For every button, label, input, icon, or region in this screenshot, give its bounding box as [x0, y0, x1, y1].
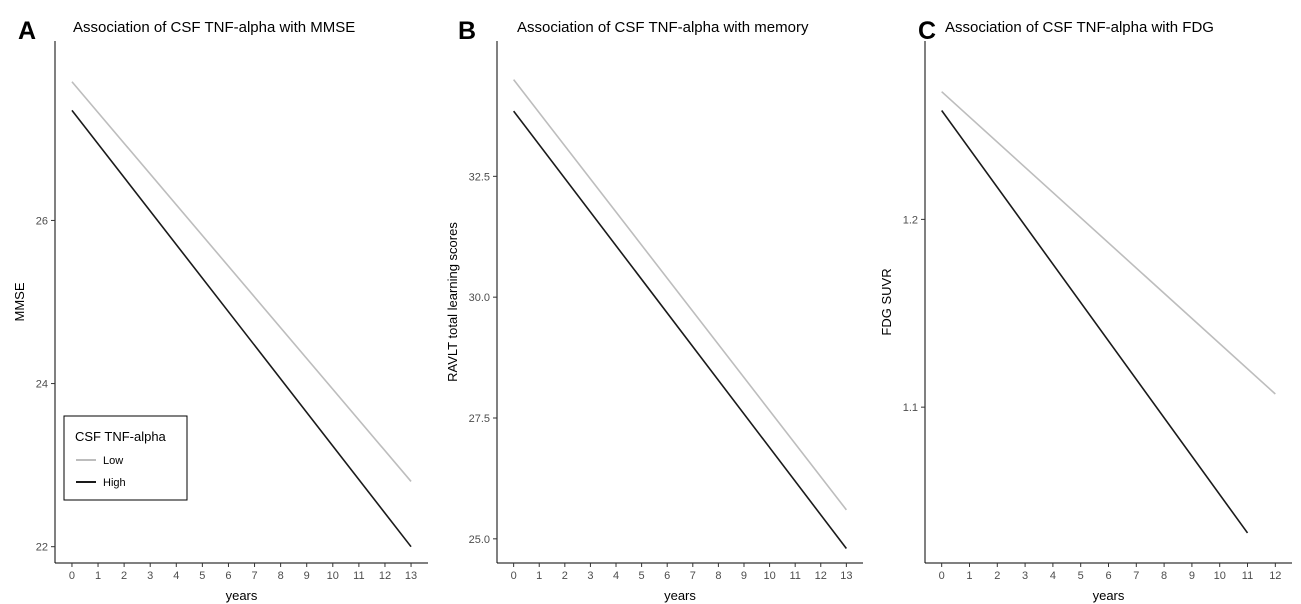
- y-axis-title: MMSE: [12, 282, 27, 321]
- x-tick-label: 9: [1189, 570, 1195, 582]
- x-tick-label: 8: [715, 570, 721, 582]
- x-tick-label: 7: [690, 570, 696, 582]
- x-tick-label: 1: [966, 570, 972, 582]
- series-line-high: [512, 110, 848, 549]
- x-tick-label: 8: [1161, 570, 1167, 582]
- legend: CSF TNF-alpha Low High: [63, 415, 188, 501]
- x-tick-label: 5: [199, 570, 205, 582]
- y-axis-title: FDG SUVR: [879, 268, 894, 335]
- x-tick-label: 9: [741, 570, 747, 582]
- y-tick-label: 22: [36, 542, 48, 554]
- x-tick-label: 0: [939, 570, 945, 582]
- panel-letter: C: [918, 17, 936, 45]
- x-tick-label: 9: [304, 570, 310, 582]
- y-tick-label: 26: [36, 215, 48, 227]
- x-tick-label: 1: [536, 570, 542, 582]
- x-tick-label: 11: [789, 570, 800, 582]
- x-axis-title: years: [226, 588, 258, 603]
- x-tick-label: 8: [278, 570, 284, 582]
- x-tick-label: 2: [121, 570, 127, 582]
- x-tick-label: 12: [815, 570, 827, 582]
- panel-title: Association of CSF TNF-alpha with MMSE: [73, 19, 355, 36]
- x-tick-label: 4: [613, 570, 619, 582]
- y-axis-title: RAVLT total learning scores: [445, 222, 460, 382]
- x-tick-label: 10: [763, 570, 775, 582]
- x-tick-label: 11: [1242, 570, 1253, 582]
- x-tick-label: 3: [587, 570, 593, 582]
- legend-label-low: Low: [103, 455, 123, 467]
- legend-box: [63, 415, 188, 501]
- x-tick-label: 13: [840, 570, 852, 582]
- panel-letter: A: [18, 17, 36, 45]
- x-tick-label: 4: [173, 570, 179, 582]
- legend-title: CSF TNF-alpha: [75, 429, 167, 444]
- x-tick-label: 0: [511, 570, 517, 582]
- x-tick-label: 0: [69, 570, 75, 582]
- panel-c: C Association of CSF TNF-alpha with FDG 0 1…: [879, 17, 1292, 603]
- x-tick-label: 10: [1214, 570, 1226, 582]
- series-line-low: [513, 79, 847, 511]
- x-tick-label: 4: [1050, 570, 1056, 582]
- x-tick-label: 10: [327, 570, 339, 582]
- x-tick-label: 2: [562, 570, 568, 582]
- x-axis-title: years: [664, 588, 696, 603]
- panel-title: Association of CSF TNF-alpha with memory: [517, 19, 809, 36]
- x-tick-label: 12: [1269, 570, 1281, 582]
- x-tick-label: 12: [379, 570, 391, 582]
- y-tick-label: 1.1: [903, 402, 918, 414]
- panel-title: Association of CSF TNF-alpha with FDG: [945, 19, 1214, 36]
- series-line-low: [941, 91, 1276, 395]
- series-line-high: [941, 110, 1249, 534]
- panel-b: B Association of CSF TNF-alpha with memor…: [445, 17, 863, 603]
- x-tick-label: 2: [994, 570, 1000, 582]
- x-tick-label: 6: [664, 570, 670, 582]
- x-tick-label: 3: [147, 570, 153, 582]
- x-tick-label: 6: [1105, 570, 1111, 582]
- x-tick-label: 13: [405, 570, 417, 582]
- panel-a: A Association of CSF TNF-alpha with MMSE 0…: [12, 17, 428, 603]
- x-axis-title: years: [1093, 588, 1125, 603]
- x-tick-label: 1: [95, 570, 101, 582]
- y-tick-label: 25.0: [469, 534, 490, 546]
- y-tick-label: 32.5: [469, 171, 490, 183]
- x-tick-label: 5: [639, 570, 645, 582]
- y-tick-label: 1.2: [903, 214, 918, 226]
- series-line-low: [71, 81, 412, 482]
- series-line-high: [71, 109, 412, 548]
- x-tick-label: 11: [353, 570, 364, 582]
- panel-letter: B: [458, 17, 476, 45]
- x-tick-label: 6: [225, 570, 231, 582]
- y-tick-label: 24: [36, 379, 48, 391]
- y-tick-label: 30.0: [469, 292, 490, 304]
- x-tick-label: 7: [251, 570, 257, 582]
- legend-label-high: High: [103, 477, 126, 489]
- y-tick-label: 27.5: [469, 413, 490, 425]
- x-tick-label: 7: [1133, 570, 1139, 582]
- x-tick-label: 5: [1078, 570, 1084, 582]
- x-tick-label: 3: [1022, 570, 1028, 582]
